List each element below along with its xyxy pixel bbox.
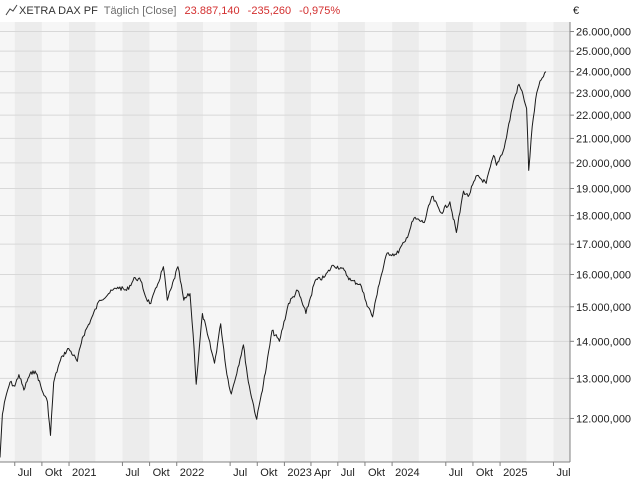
quarter-band <box>14 22 42 462</box>
y-axis: € 12.000,000 13.000,000 14.000,000 15.000,0… <box>570 5 631 425</box>
currency-label: € <box>573 5 579 17</box>
y-tick-label: 26.000,000 <box>576 27 631 39</box>
x-tick-label: Jul <box>449 467 463 479</box>
y-tick-label: 25.000,000 <box>576 46 631 58</box>
x-tick-label: 2023 <box>287 467 311 479</box>
horizontal-gridlines <box>0 31 570 419</box>
y-tick-label: 17.000,000 <box>576 239 631 251</box>
legend-change-pct: -0,975% <box>299 5 340 17</box>
y-tick-label: 14.000,000 <box>576 336 631 348</box>
y-tick-label: 19.000,000 <box>576 183 631 195</box>
quarter-band <box>418 22 446 462</box>
x-tick-label: Jul <box>556 467 570 479</box>
y-tick-label: 21.000,000 <box>576 133 631 145</box>
y-tick-label: 13.000,000 <box>576 373 631 385</box>
quarter-band <box>284 22 311 462</box>
quarter-band <box>41 22 70 462</box>
x-tick-label: Okt <box>476 467 493 479</box>
x-tick-label: Okt <box>368 467 385 479</box>
quarter-band <box>122 22 150 462</box>
x-tick-label: Jul <box>341 467 355 479</box>
y-tick-label: 22.000,000 <box>576 110 631 122</box>
x-tick-label: Jul <box>233 467 247 479</box>
quarter-band <box>203 22 231 462</box>
y-tick-label: 18.000,000 <box>576 211 631 223</box>
x-tick-label: 2021 <box>72 467 96 479</box>
y-tick-label: 15.000,000 <box>576 302 631 314</box>
quarter-bands <box>0 22 570 462</box>
y-tick-label: 23.000,000 <box>576 88 631 100</box>
quarter-band <box>472 22 501 462</box>
quarter-band <box>310 22 338 462</box>
quarter-band <box>0 22 15 462</box>
x-tick-label: Okt <box>260 467 277 479</box>
line-chart-icon <box>5 4 18 16</box>
quarter-band <box>230 22 258 462</box>
quarter-band <box>95 22 123 462</box>
price-series[interactable] <box>0 71 547 458</box>
legend-interval: Täglich [Close] <box>104 5 177 17</box>
x-tick-label: 2022 <box>180 467 204 479</box>
quarter-band <box>364 22 393 462</box>
quarter-band <box>337 22 365 462</box>
legend-last-price: 23.887,140 <box>185 5 240 17</box>
legend-change: -235,260 <box>248 5 291 17</box>
x-tick-label: Apr <box>314 467 331 479</box>
quarter-band <box>149 22 177 462</box>
price-line[interactable] <box>0 71 547 458</box>
quarter-band <box>176 22 204 462</box>
y-tick-label: 12.000,000 <box>576 413 631 425</box>
quarter-band <box>500 22 527 462</box>
plot-frame <box>0 22 571 463</box>
quarter-band <box>257 22 285 462</box>
x-tick-label: 2024 <box>395 467 419 479</box>
x-tick-label: Jul <box>125 467 139 479</box>
chart-legend: XETRA DAX PF Täglich [Close] 23.887,140 … <box>5 4 340 17</box>
x-tick-label: 2025 <box>503 467 527 479</box>
x-tick-label: Jul <box>18 467 32 479</box>
y-tick-label: 16.000,000 <box>576 269 631 281</box>
quarter-band <box>553 22 570 462</box>
y-tick-label: 20.000,000 <box>576 158 631 170</box>
quarter-band <box>526 22 554 462</box>
x-tick-label: Okt <box>45 467 62 479</box>
quarter-band <box>392 22 419 462</box>
legend-symbol: XETRA DAX PF <box>19 5 98 17</box>
quarter-band <box>445 22 473 462</box>
quarter-band <box>69 22 96 462</box>
x-tick-label: Okt <box>153 467 170 479</box>
y-tick-label: 24.000,000 <box>576 67 631 79</box>
svg-text:XETRA DAX PF Täglich [Cl: XETRA DAX PF Täglich [Close] 23.887,140 … <box>19 5 340 17</box>
x-axis: Jul Okt 2021 Jul Okt 2022 Jul Okt 2023 Apr Jul Okt 2… <box>14 462 571 479</box>
